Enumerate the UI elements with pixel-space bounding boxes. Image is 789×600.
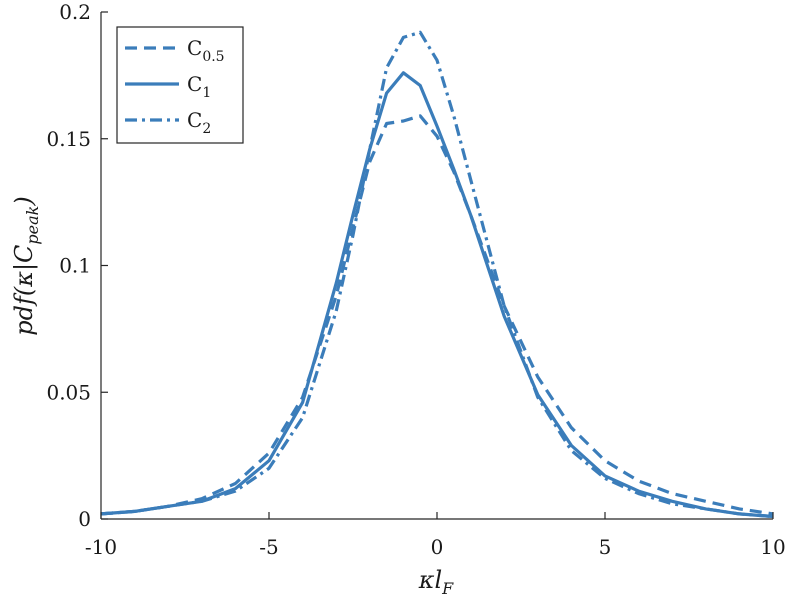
- series-line-c-2: [100, 30, 774, 519]
- y-axis-title: pdf(κ|Cpeak): [10, 196, 42, 336]
- x-axis-title: κlF: [418, 566, 454, 598]
- x-tick-label: 0: [431, 535, 444, 559]
- legend-label: C0.5: [187, 36, 225, 65]
- x-tick-label: -5: [259, 535, 278, 559]
- series-line-c-0-5: [100, 114, 774, 516]
- legend: C0.5 C1 C2: [116, 26, 244, 144]
- ticks-group: -10 -5 0 5 10 0 0.05 0.1 0.15 0.2: [46, 0, 785, 559]
- legend-label: C2: [187, 108, 211, 137]
- x-tick-label: 10: [760, 535, 785, 559]
- y-tick-label: 0.15: [46, 127, 91, 151]
- series-line-c-1: [100, 71, 774, 519]
- y-tick-label: 0: [78, 507, 91, 531]
- x-tick-label: -10: [85, 535, 117, 559]
- y-tick-label: 0.2: [59, 0, 91, 24]
- legend-label: C1: [187, 72, 211, 101]
- y-tick-label: 0.05: [46, 380, 91, 404]
- series-group: [100, 30, 774, 519]
- y-tick-label: 0.1: [59, 254, 91, 278]
- x-tick-label: 5: [599, 535, 612, 559]
